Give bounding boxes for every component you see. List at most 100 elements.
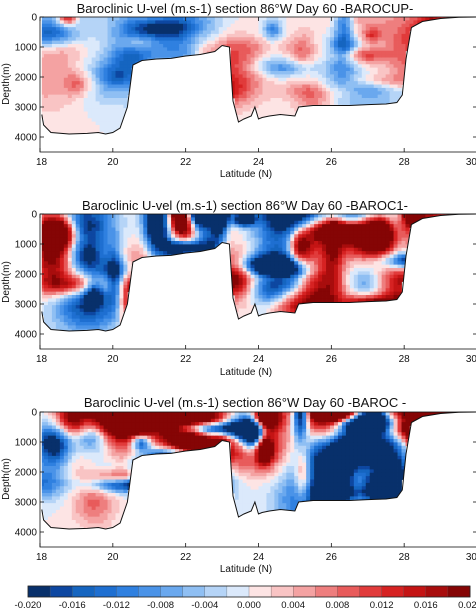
field-cell [373, 17, 379, 21]
field-cell [278, 87, 283, 92]
field-cell [361, 37, 367, 42]
field-cell [79, 17, 85, 21]
field-cell [55, 325, 61, 330]
field-cell [341, 71, 347, 75]
field-cell [290, 47, 295, 52]
field-cell [409, 214, 414, 218]
field-cell [365, 227, 371, 232]
field-cell [115, 315, 120, 320]
field-cell [51, 459, 57, 464]
field-cell [51, 33, 57, 38]
field-cell [278, 288, 283, 293]
field-cell [341, 264, 347, 269]
field-cell [298, 27, 303, 31]
field-cell [83, 281, 89, 286]
field-cell [139, 27, 144, 31]
field-cell [119, 217, 124, 222]
field-cell [322, 214, 327, 218]
field-cell [111, 125, 116, 129]
field-cell [294, 257, 299, 262]
field-cell [55, 315, 61, 320]
field-cell [95, 125, 100, 129]
field-cell [397, 291, 402, 296]
field-cell [40, 47, 45, 52]
field-cell [63, 472, 69, 477]
field-cell [389, 57, 394, 62]
field-cell [306, 30, 311, 35]
field-cell [345, 74, 351, 79]
field-cell [274, 234, 279, 239]
field-cell [349, 264, 355, 269]
field-cell [63, 37, 69, 42]
field-cell [258, 67, 263, 72]
field-cell [163, 244, 168, 249]
field-cell [83, 251, 89, 255]
field-cell [397, 91, 402, 96]
field-cell [107, 111, 112, 116]
field-cell [63, 30, 69, 35]
field-cell [75, 325, 81, 330]
field-cell [95, 227, 100, 232]
field-cell [123, 301, 128, 306]
field-cell [238, 101, 244, 106]
field-cell [87, 71, 93, 75]
field-cell [99, 84, 104, 89]
field-cell [119, 101, 124, 106]
field-cell [310, 224, 315, 228]
field-cell [298, 74, 303, 79]
field-cell [282, 30, 287, 35]
field-cell [163, 20, 168, 25]
field-cell [238, 47, 244, 52]
field-cell [278, 220, 283, 225]
field-cell [91, 17, 97, 21]
field-cell [75, 111, 81, 116]
field-cell [198, 244, 204, 249]
field-cell [322, 33, 327, 38]
field-cell [83, 244, 89, 249]
field-cell [266, 44, 271, 48]
field-cell [250, 27, 255, 31]
field-cell [119, 60, 124, 65]
field-cell [274, 281, 279, 286]
field-cell [55, 418, 61, 423]
field-cell [262, 220, 267, 225]
field-cell [40, 455, 45, 460]
field-cell [282, 220, 287, 225]
field-cell [270, 268, 275, 272]
field-cell [183, 17, 188, 21]
field-cell [67, 220, 73, 225]
field-cell [63, 486, 69, 491]
field-cell [111, 301, 116, 306]
field-cell [119, 30, 124, 35]
field-cell [274, 84, 279, 89]
field-cell [55, 261, 61, 266]
field-cell [337, 50, 343, 55]
field-cell [55, 91, 61, 96]
field-cell [242, 251, 247, 255]
field-cell [306, 94, 311, 99]
field-cell [341, 291, 347, 296]
field-cell [322, 234, 327, 239]
field-cell [103, 44, 108, 48]
field-cell [163, 54, 168, 58]
field-cell [171, 217, 176, 222]
field-cell [151, 227, 156, 232]
field-cell [242, 37, 247, 42]
field-cell [381, 295, 387, 299]
field-cell [103, 101, 108, 106]
field-cell [381, 23, 387, 28]
field-cell [397, 77, 402, 82]
field-cell [326, 47, 331, 52]
field-cell [71, 84, 77, 89]
field-cell [51, 325, 57, 330]
field-cell [306, 254, 311, 259]
field-cell [282, 295, 287, 299]
field-cell [270, 247, 275, 252]
field-cell [47, 493, 53, 497]
field-cell [40, 428, 45, 433]
field-cell [274, 54, 279, 58]
field-cell [87, 322, 93, 326]
field-cell [127, 40, 132, 45]
field-cell [103, 261, 108, 266]
field-cell [43, 479, 49, 484]
